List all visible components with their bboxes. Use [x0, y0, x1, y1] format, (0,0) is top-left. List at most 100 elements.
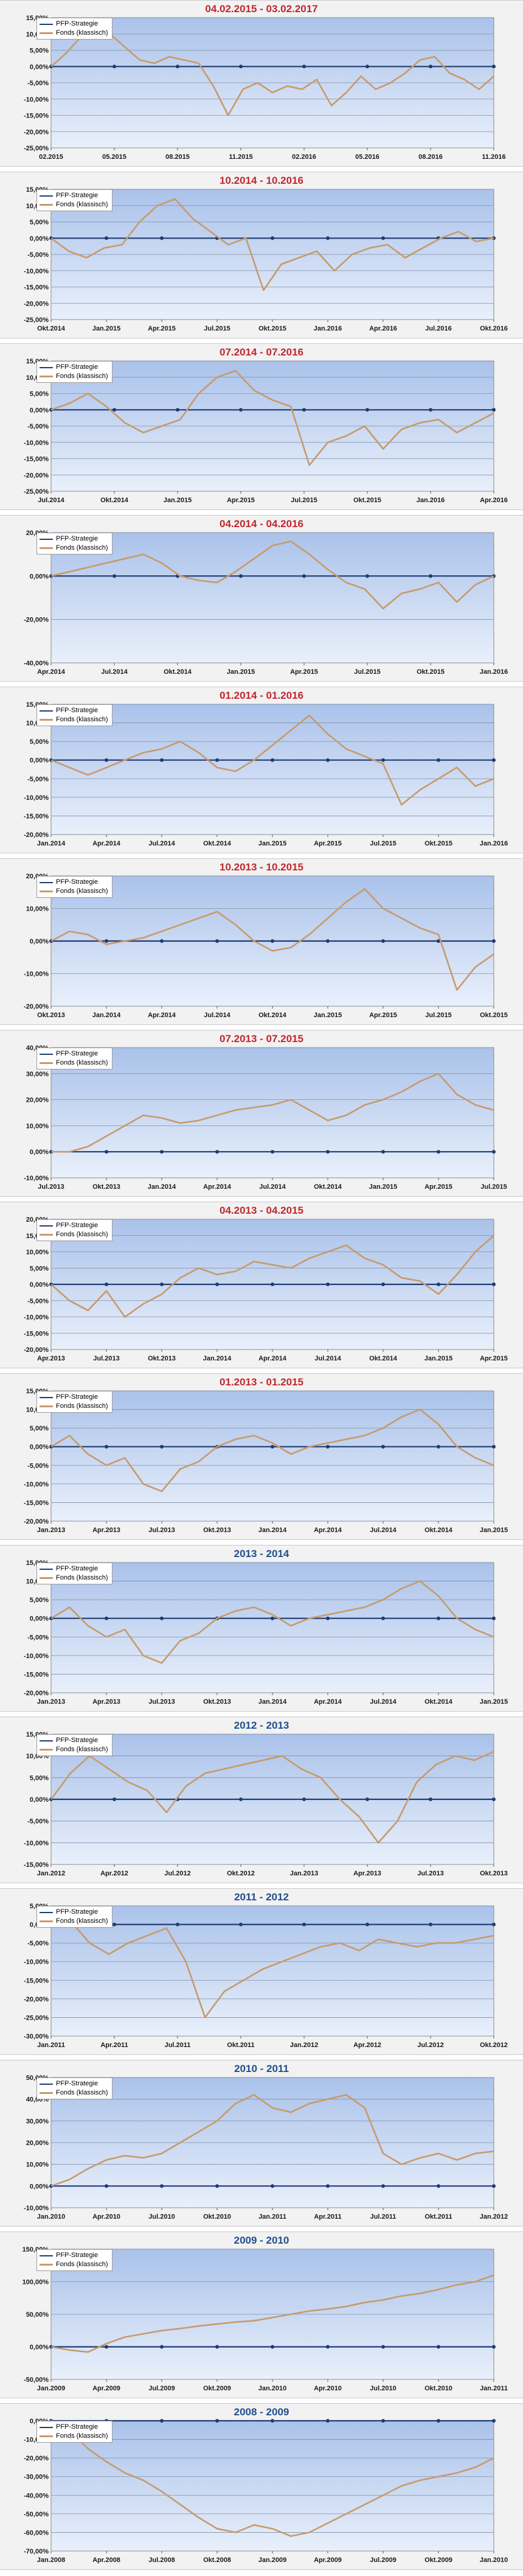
series-marker — [160, 236, 164, 240]
series-line-fonds-klassisch — [50, 1920, 494, 2018]
y-tick-label: -15,00% — [24, 113, 49, 120]
y-tick-label: 0,00% — [30, 1149, 49, 1156]
legend-label: Fonds (klassisch) — [56, 544, 108, 551]
chart-legend: PFP-Strategie Fonds (klassisch) — [36, 876, 113, 898]
x-tick-label: 05.2015 — [102, 153, 126, 161]
series-marker — [437, 1616, 440, 1620]
y-tick-label: -50,00% — [24, 2511, 49, 2518]
x-tick-label: 02.2016 — [292, 153, 316, 161]
legend-swatch — [40, 881, 53, 883]
y-tick-label: -25,00% — [24, 317, 49, 324]
y-tick-label: -20,00% — [24, 617, 49, 624]
series-marker — [160, 939, 164, 943]
legend-entry: Fonds (klassisch) — [40, 1917, 108, 1926]
y-tick-label: -10,00% — [24, 794, 49, 802]
series-marker — [160, 2345, 164, 2349]
legend-swatch — [40, 1740, 53, 1741]
y-tick-label: -10,00% — [24, 1959, 49, 1966]
y-tick-label: -50,00% — [24, 2376, 49, 2384]
series-marker — [176, 1922, 179, 1927]
x-tick-label: Jan.2015 — [480, 1698, 508, 1706]
y-tick-label: -10,00% — [24, 1175, 49, 1182]
x-tick-label: Jul.2014 — [148, 840, 175, 847]
y-tick-label: -10,00% — [24, 971, 49, 978]
series-marker — [302, 574, 306, 578]
y-tick-label: -20,00% — [24, 1346, 49, 1354]
series-line-fonds-klassisch — [50, 2274, 494, 2353]
legend-entry: Fonds (klassisch) — [40, 200, 108, 209]
legend-entry: PFP-Strategie — [40, 191, 108, 200]
legend-swatch — [40, 1234, 53, 1236]
x-tick-label: Jan.2012 — [37, 1870, 65, 1877]
legend-label: PFP-Strategie — [56, 878, 99, 886]
series-marker — [381, 1616, 385, 1620]
x-tick-label: 08.2015 — [165, 153, 190, 161]
y-tick-label: -15,00% — [24, 284, 49, 292]
x-tick-label: 05.2016 — [355, 153, 379, 161]
x-tick-label: 11.2015 — [229, 153, 252, 161]
plot-area — [50, 1047, 494, 1178]
series-marker — [326, 2184, 330, 2188]
x-tick-label: Okt.2013 — [480, 1870, 508, 1877]
x-tick-label: Okt.2013 — [92, 1183, 120, 1191]
y-tick-label: 10,00% — [26, 1122, 49, 1130]
series-marker — [105, 1150, 108, 1154]
chart-title: 2013 - 2014 — [234, 1548, 289, 1559]
series-marker — [113, 65, 116, 69]
series-marker — [105, 2184, 108, 2188]
legend-entry: Fonds (klassisch) — [40, 1573, 108, 1583]
legend-entry: PFP-Strategie — [40, 2251, 108, 2260]
x-tick-label: Okt.2011 — [227, 2042, 254, 2049]
series-marker — [160, 1150, 164, 1154]
y-tick-label: 30,00% — [26, 1071, 49, 1078]
chart-legend: PFP-Strategie Fonds (klassisch) — [36, 1563, 113, 1584]
series-marker — [381, 758, 385, 762]
legend-label: PFP-Strategie — [56, 707, 99, 714]
series-marker — [326, 939, 330, 943]
chart-svg: 04.2013 - 04.201520,00%15,00%10,00%5,00%… — [0, 1202, 523, 1368]
chart-legend: PFP-Strategie Fonds (klassisch) — [36, 533, 113, 555]
series-marker — [365, 574, 369, 578]
y-tick-label: -10,00% — [24, 96, 49, 103]
y-tick-label: -20,00% — [24, 1690, 49, 1697]
series-marker — [239, 574, 243, 578]
x-tick-label: Apr.2009 — [314, 2557, 342, 2564]
y-tick-label: -10,00% — [24, 2205, 49, 2212]
y-tick-label: 0,00% — [30, 938, 49, 945]
series-line-fonds-klassisch — [50, 1751, 494, 1844]
x-tick-label: Apr.2016 — [480, 497, 508, 504]
x-tick-label: Apr.2014 — [148, 1012, 176, 1019]
legend-entry: Fonds (klassisch) — [40, 544, 108, 553]
legend-swatch — [40, 2435, 53, 2437]
legend-label: PFP-Strategie — [56, 2423, 99, 2431]
y-tick-label: -10,00% — [24, 1839, 49, 1847]
chart-svg: 01.2013 - 01.201515,00%10,00%5,00%0,00%-… — [0, 1374, 523, 1539]
y-tick-label: 5,00% — [30, 1774, 49, 1782]
series-marker — [215, 758, 219, 762]
y-tick-label: -5,00% — [27, 1940, 49, 1947]
y-tick-label: -5,00% — [27, 1818, 49, 1825]
legend-swatch — [40, 2083, 53, 2085]
series-marker — [381, 236, 385, 240]
y-tick-label: -20,00% — [24, 300, 49, 307]
series-marker — [271, 1616, 274, 1620]
chart-legend: PFP-Strategie Fonds (klassisch) — [36, 189, 113, 211]
series-line-fonds-klassisch — [50, 2420, 494, 2537]
y-tick-label: 30,00% — [26, 2118, 49, 2125]
legend-entry: Fonds (klassisch) — [40, 1230, 108, 1239]
legend-entry: Fonds (klassisch) — [40, 887, 108, 896]
x-tick-label: Jan.2015 — [424, 1355, 452, 1362]
x-tick-label: Jul.2015 — [354, 668, 380, 676]
y-tick-label: -15,00% — [24, 813, 49, 820]
x-tick-label: Okt.2014 — [100, 497, 129, 504]
x-tick-label: Apr.2015 — [369, 1012, 397, 1019]
x-tick-label: Apr.2013 — [92, 1698, 120, 1706]
x-tick-label: Apr.2014 — [314, 1698, 342, 1706]
legend-entry: Fonds (klassisch) — [40, 372, 108, 381]
y-tick-label: -15,00% — [24, 1861, 49, 1869]
y-tick-label: 10,00% — [26, 2161, 49, 2169]
legend-swatch — [40, 1062, 53, 1064]
y-tick-label: 5,00% — [30, 47, 49, 55]
y-tick-label: 100,00% — [23, 2279, 49, 2286]
series-marker — [113, 408, 116, 412]
